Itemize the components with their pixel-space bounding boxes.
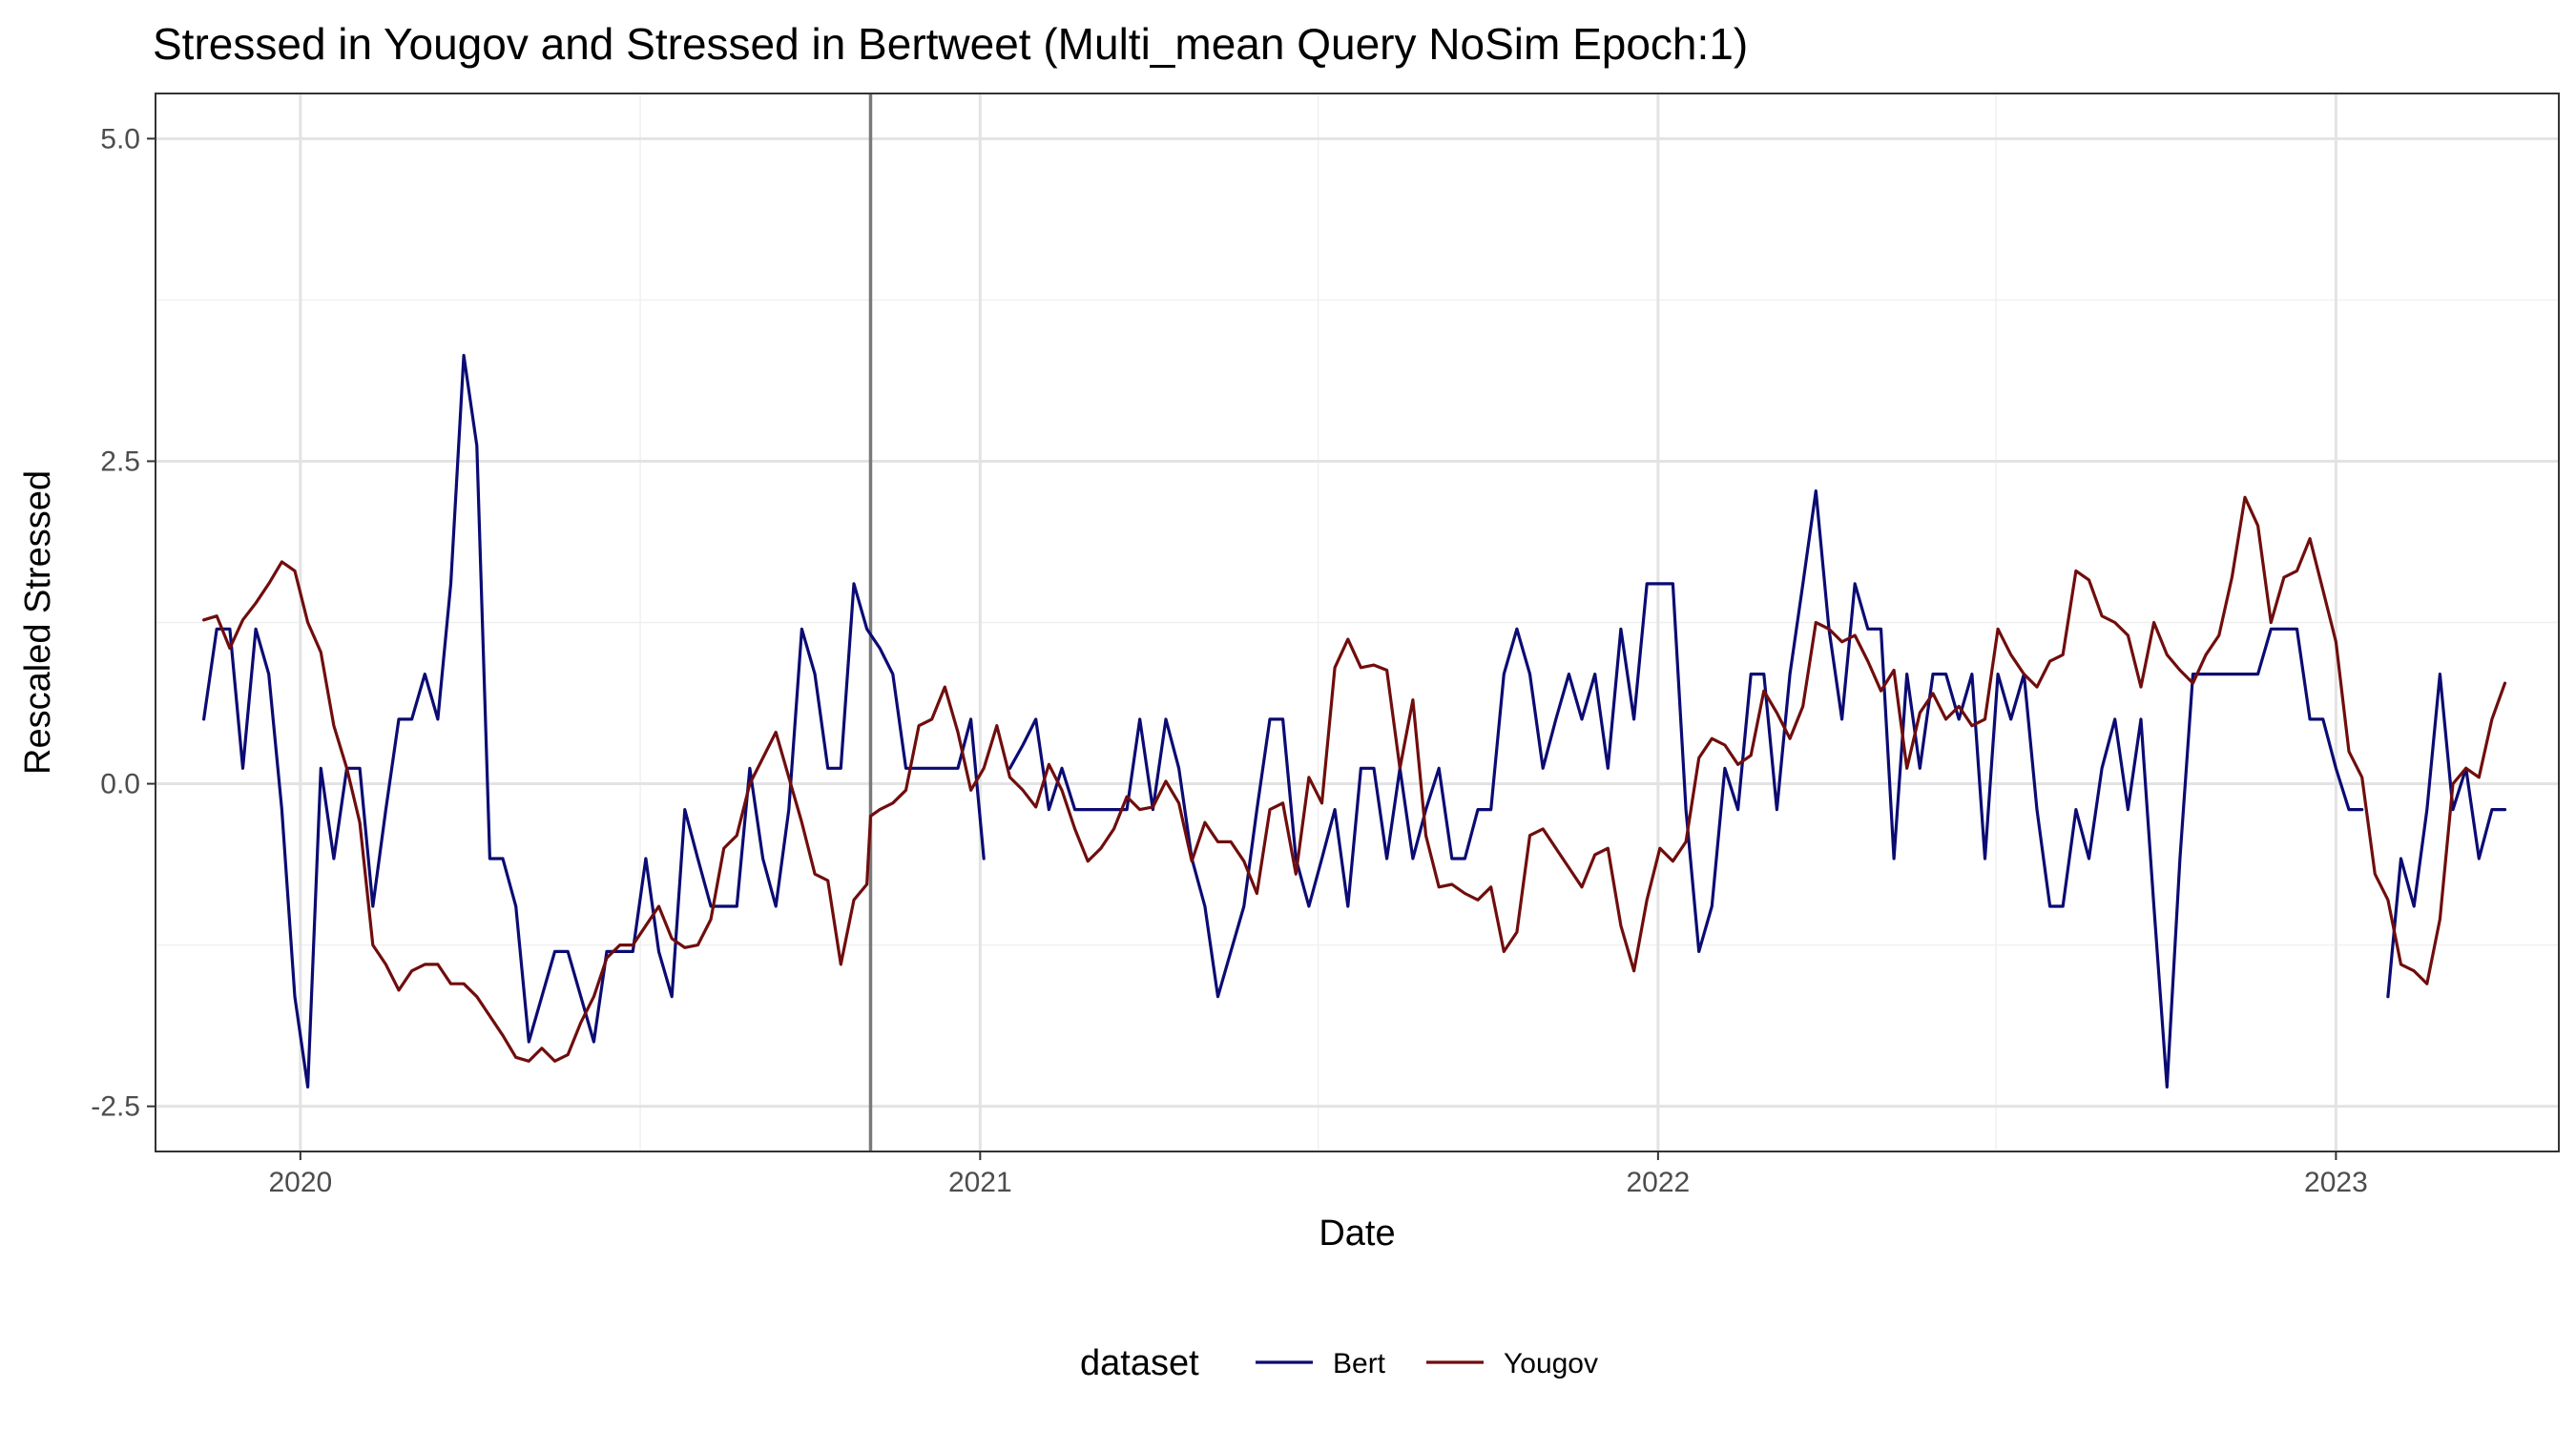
plot-border — [155, 93, 2560, 1152]
y-tick-label: -2.5 — [91, 1091, 140, 1123]
series-lines — [202, 353, 2507, 1089]
x-tick-label: 2023 — [2304, 1167, 2368, 1198]
series-yougov — [202, 495, 2507, 1063]
grid-lines — [156, 93, 2559, 1151]
legend-label-bert: Bert — [1333, 1348, 1386, 1379]
x-tick-label: 2020 — [268, 1167, 332, 1198]
legend-title: dataset — [1080, 1343, 1199, 1383]
x-tick-label: 2022 — [1626, 1167, 1690, 1198]
legend-label-yougov: Yougov — [1504, 1348, 1598, 1379]
legend: dataset Bert Yougov — [1080, 1343, 1598, 1383]
y-tick-label: 0.0 — [100, 769, 140, 800]
axes: -2.5 0.0 2.5 5.0 2020 2021 2022 2023 — [91, 123, 2367, 1198]
y-axis-title: Rescaled Stressed — [18, 470, 58, 775]
series-line-bert — [1008, 488, 2364, 1089]
y-tick-label: 2.5 — [100, 446, 140, 477]
plot-area: -2.5 0.0 2.5 5.0 2020 2021 2022 2023 — [91, 93, 2560, 1198]
series-line-bert — [202, 353, 986, 1089]
chart-title: Stressed in Yougov and Stressed in Bertw… — [153, 19, 1748, 69]
y-tick-label: 5.0 — [100, 123, 140, 155]
series-bert — [202, 353, 2507, 1089]
series-line-yougov — [202, 495, 2507, 1063]
x-tick-label: 2021 — [948, 1167, 1012, 1198]
x-axis-title: Date — [1319, 1213, 1395, 1254]
series-line-bert — [2386, 672, 2507, 999]
